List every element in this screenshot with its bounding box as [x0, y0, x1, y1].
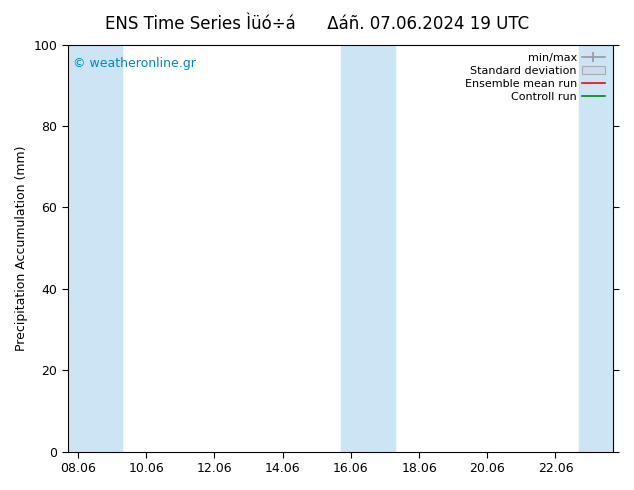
- Bar: [340, 45, 395, 452]
- Text: © weatheronline.gr: © weatheronline.gr: [74, 57, 196, 70]
- Legend: min/max, Standard deviation, Ensemble mean run, Controll run: min/max, Standard deviation, Ensemble me…: [461, 50, 608, 105]
- Bar: [68, 45, 122, 452]
- Bar: [579, 45, 614, 452]
- Y-axis label: Precipitation Accumulation (mm): Precipitation Accumulation (mm): [15, 146, 28, 351]
- Text: ENS Time Series Ìüó÷á      Δáñ. 07.06.2024 19 UTC: ENS Time Series Ìüó÷á Δáñ. 07.06.2024 19…: [105, 15, 529, 33]
